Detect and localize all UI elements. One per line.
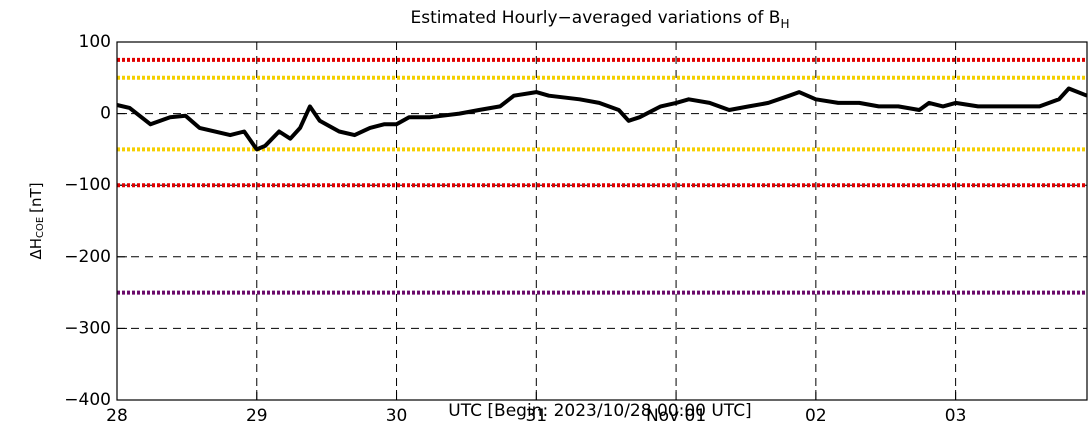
y-tick-label: 0 (100, 104, 111, 124)
x-tick-label: 29 (246, 406, 268, 425)
y-tick-label: −300 (64, 318, 111, 338)
x-tick-label: 31 (525, 406, 547, 425)
x-tick-label: 03 (945, 406, 967, 425)
chart-title: Estimated Hourly−averaged variations of … (411, 8, 790, 31)
plot-frame (116, 41, 1088, 401)
x-tick-label: 30 (386, 406, 408, 425)
y-label-text: ΔH (27, 238, 45, 260)
data-line (116, 86, 1088, 152)
title-subscript: H (780, 17, 789, 31)
x-axis-label: UTC [Begin: 2023/10/28 00:00 UTC] (448, 401, 751, 421)
y-tick-label: 100 (79, 32, 111, 52)
title-text: Estimated Hourly−averaged variations of … (411, 8, 781, 28)
y-label-subscript: COE (35, 217, 46, 238)
y-tick-label: −400 (64, 390, 111, 410)
y-label-unit: [nT] (27, 182, 45, 212)
y-tick-label: −200 (64, 247, 111, 267)
x-tick-label: 02 (805, 406, 827, 425)
y-axis-label: ΔHCOE [nT] (27, 182, 47, 259)
y-tick-label: −100 (64, 175, 111, 195)
x-tick-label: Nov 01 (646, 406, 706, 425)
x-tick-label: 28 (106, 406, 128, 425)
